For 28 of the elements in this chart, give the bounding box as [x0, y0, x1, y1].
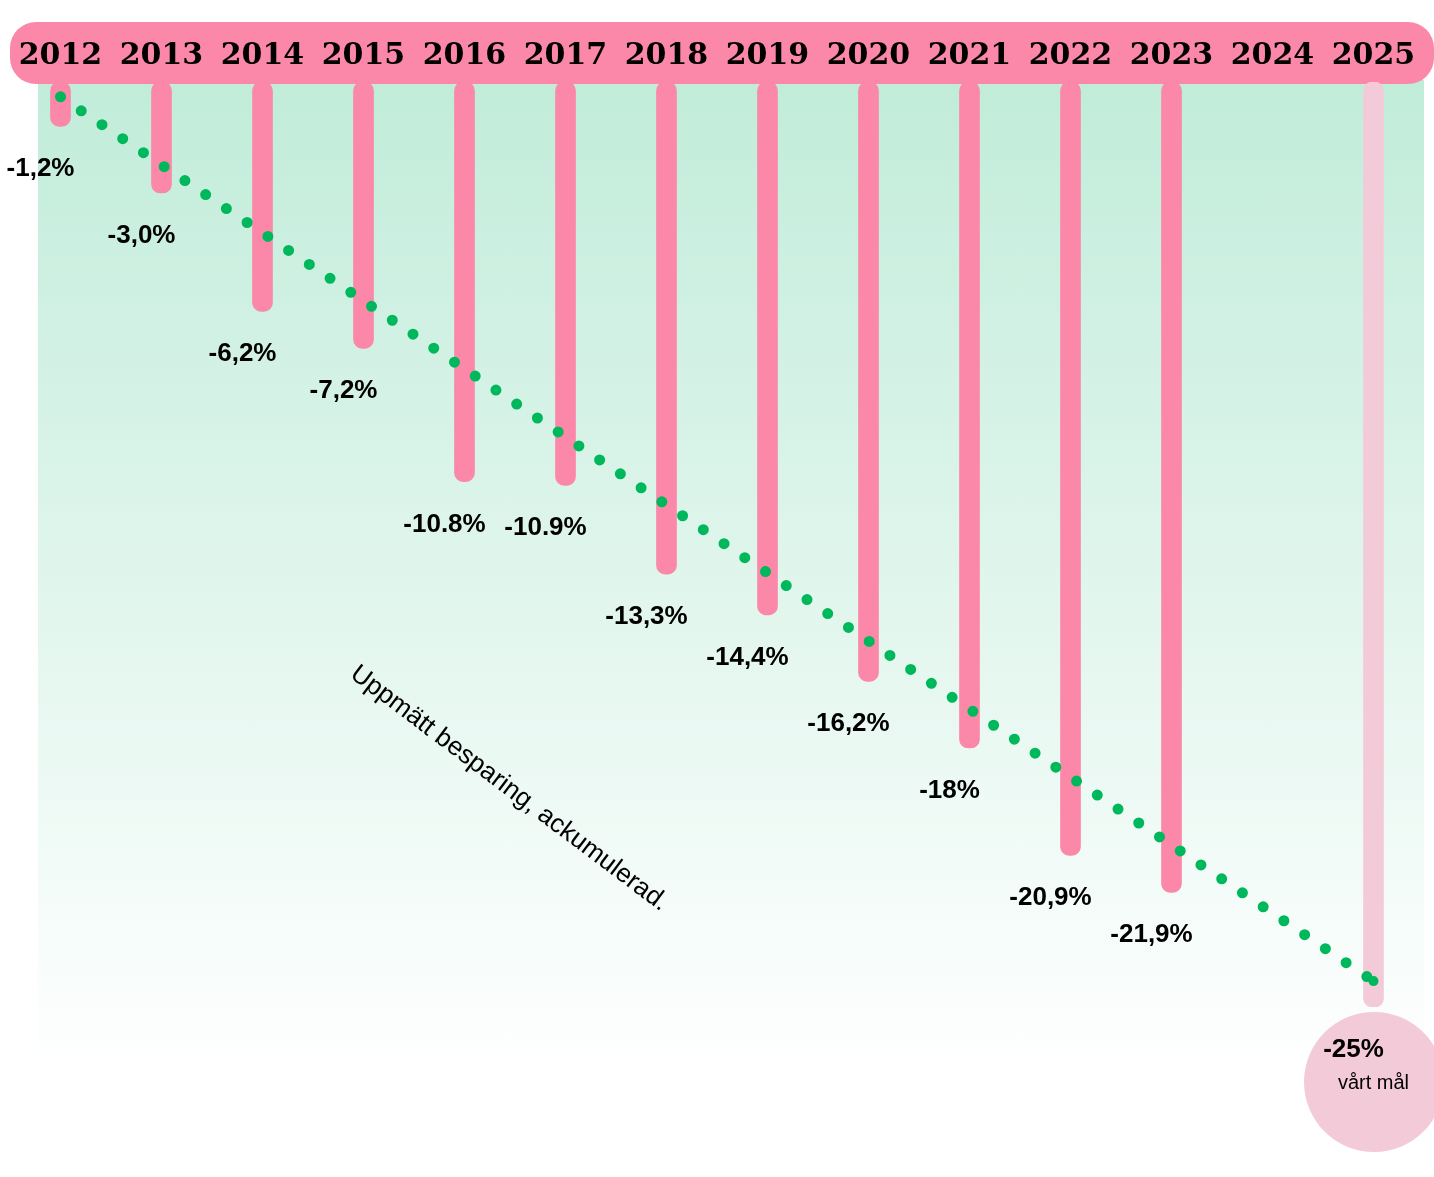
data-label: -20,9% [1009, 881, 1092, 912]
text: vårt mål [1337, 1071, 1410, 1093]
x-tick-label: 2021 [927, 35, 1012, 71]
data-label: -10.8% [403, 507, 486, 538]
data-label: -3,0% [107, 219, 176, 249]
data-label: -25% [1323, 1033, 1384, 1063]
x-tick-label: 2022 [1028, 35, 1113, 71]
data-label: -7,2% [309, 374, 378, 405]
data-label: -18% [919, 774, 980, 804]
x-tick-label: 2019 [725, 35, 810, 71]
x-tick-label: 2024 [1230, 35, 1315, 71]
x-tick-label: 2016 [422, 35, 507, 71]
data-label: -13,3% [605, 600, 688, 631]
x-tick-label: 2012 [18, 35, 103, 71]
x-tick-label: 2015 [321, 35, 406, 71]
x-tick-label: 2017 [523, 35, 608, 71]
data-label: -14,4% [706, 640, 789, 671]
x-tick-label: 2014 [220, 35, 305, 71]
x-tick-label: 2013 [119, 35, 204, 71]
x-tick-label: 2018 [624, 35, 709, 71]
data-label: -1,2% [6, 152, 75, 183]
x-tick-label: 2025 [1331, 35, 1416, 71]
data-label: -16,2% [807, 707, 890, 738]
x-tick-label: 2020 [826, 35, 911, 71]
x-tick-label: 2023 [1129, 35, 1214, 71]
data-label: -6,2% [208, 337, 277, 368]
data-label: -21,9% [1110, 918, 1193, 949]
data-label: -10.9% [504, 511, 587, 542]
